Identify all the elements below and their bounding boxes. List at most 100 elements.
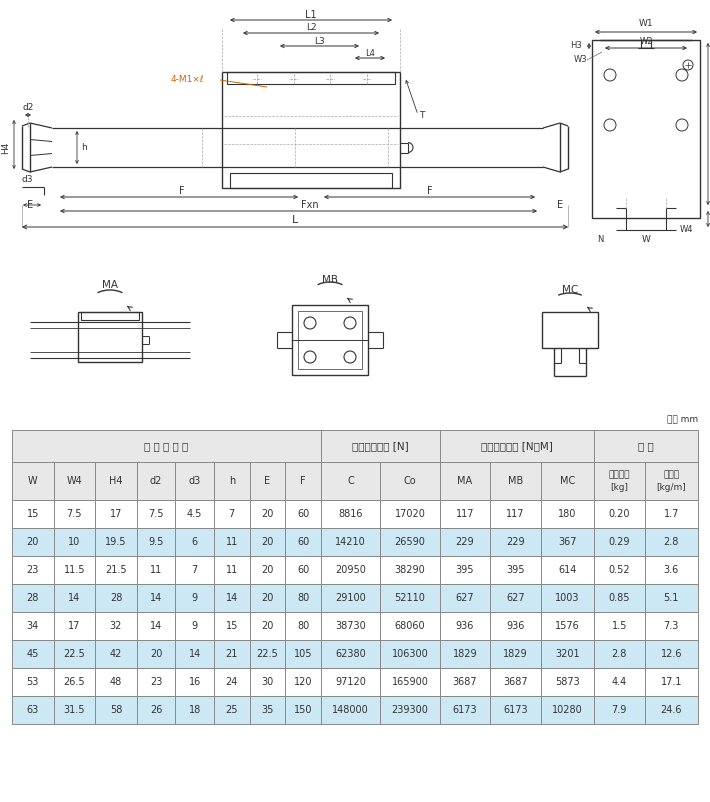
Bar — [285, 696, 321, 724]
Bar — [285, 668, 321, 696]
Bar — [175, 462, 214, 500]
Text: 14: 14 — [68, 593, 80, 603]
Bar — [439, 556, 490, 584]
Bar — [175, 696, 214, 724]
Text: d3: d3 — [189, 476, 201, 486]
Text: 35: 35 — [261, 705, 273, 715]
Text: 11.5: 11.5 — [64, 565, 85, 575]
Text: 150: 150 — [294, 705, 312, 715]
Text: 58: 58 — [110, 705, 122, 715]
Text: 6173: 6173 — [452, 705, 477, 715]
Text: E: E — [27, 200, 33, 210]
Text: 9.5: 9.5 — [148, 537, 164, 547]
Text: 38290: 38290 — [395, 565, 425, 575]
Bar — [645, 462, 698, 500]
Bar — [542, 312, 598, 348]
Text: 26: 26 — [150, 705, 162, 715]
Bar — [490, 556, 540, 584]
Bar — [594, 640, 645, 668]
Bar — [490, 584, 540, 612]
Text: T: T — [420, 111, 425, 119]
Bar — [285, 556, 321, 584]
Text: 22.5: 22.5 — [256, 649, 278, 659]
Bar — [490, 500, 540, 528]
Text: 26590: 26590 — [395, 537, 425, 547]
Text: W: W — [642, 236, 650, 245]
Text: L1: L1 — [305, 10, 317, 20]
Text: H4: H4 — [1, 141, 11, 154]
Bar — [285, 584, 321, 612]
Bar — [95, 584, 137, 612]
Bar — [285, 500, 321, 528]
Text: MC: MC — [559, 476, 575, 486]
Bar — [250, 556, 285, 584]
Bar — [321, 612, 381, 640]
Text: 53: 53 — [26, 677, 39, 687]
Bar — [12, 556, 53, 584]
Text: F: F — [179, 186, 185, 196]
Text: 367: 367 — [558, 537, 577, 547]
Bar — [175, 556, 214, 584]
Text: 2.8: 2.8 — [611, 649, 627, 659]
Bar — [490, 612, 540, 640]
Text: H4: H4 — [109, 476, 123, 486]
Bar — [594, 430, 698, 462]
Text: 20: 20 — [261, 621, 273, 631]
Bar — [645, 668, 698, 696]
Bar — [540, 528, 594, 556]
Bar — [53, 584, 95, 612]
Bar — [250, 500, 285, 528]
Text: 60: 60 — [297, 509, 309, 519]
Text: E: E — [264, 476, 271, 486]
Bar — [645, 696, 698, 724]
Text: 24: 24 — [226, 677, 238, 687]
Bar — [321, 430, 439, 462]
Text: 単位 mm: 単位 mm — [667, 415, 698, 424]
Text: 28: 28 — [110, 593, 122, 603]
Text: 14: 14 — [189, 649, 201, 659]
Bar — [137, 556, 175, 584]
Bar — [439, 584, 490, 612]
Bar — [227, 72, 395, 84]
Bar — [321, 668, 381, 696]
Bar — [95, 500, 137, 528]
Bar — [175, 612, 214, 640]
Bar — [53, 556, 95, 584]
Bar — [594, 612, 645, 640]
Text: 14: 14 — [150, 593, 162, 603]
Bar — [381, 500, 439, 528]
Text: 3687: 3687 — [503, 677, 528, 687]
Text: 7.5: 7.5 — [148, 509, 164, 519]
Bar — [175, 640, 214, 668]
Text: 11: 11 — [226, 537, 238, 547]
Bar — [540, 556, 594, 584]
Text: 106300: 106300 — [391, 649, 428, 659]
Text: 8816: 8816 — [338, 509, 363, 519]
Bar — [214, 668, 250, 696]
Text: 1576: 1576 — [555, 621, 579, 631]
Bar — [137, 668, 175, 696]
Bar — [594, 696, 645, 724]
Text: 38730: 38730 — [335, 621, 366, 631]
Text: 7.5: 7.5 — [67, 509, 82, 519]
Bar — [12, 640, 53, 668]
Bar — [12, 584, 53, 612]
Text: 1.7: 1.7 — [664, 509, 679, 519]
Bar — [175, 528, 214, 556]
Text: [kg]: [kg] — [611, 484, 628, 492]
Text: 6: 6 — [192, 537, 197, 547]
Text: 18: 18 — [189, 705, 201, 715]
Text: 0.20: 0.20 — [608, 509, 630, 519]
Bar — [175, 500, 214, 528]
Text: 17020: 17020 — [395, 509, 425, 519]
Bar — [594, 556, 645, 584]
Bar — [540, 640, 594, 668]
Bar — [214, 462, 250, 500]
Bar — [540, 584, 594, 612]
Text: [kg/m]: [kg/m] — [657, 484, 686, 492]
Bar — [490, 668, 540, 696]
Bar — [381, 696, 439, 724]
Bar — [53, 696, 95, 724]
Bar — [490, 462, 540, 500]
Text: 16: 16 — [189, 677, 201, 687]
